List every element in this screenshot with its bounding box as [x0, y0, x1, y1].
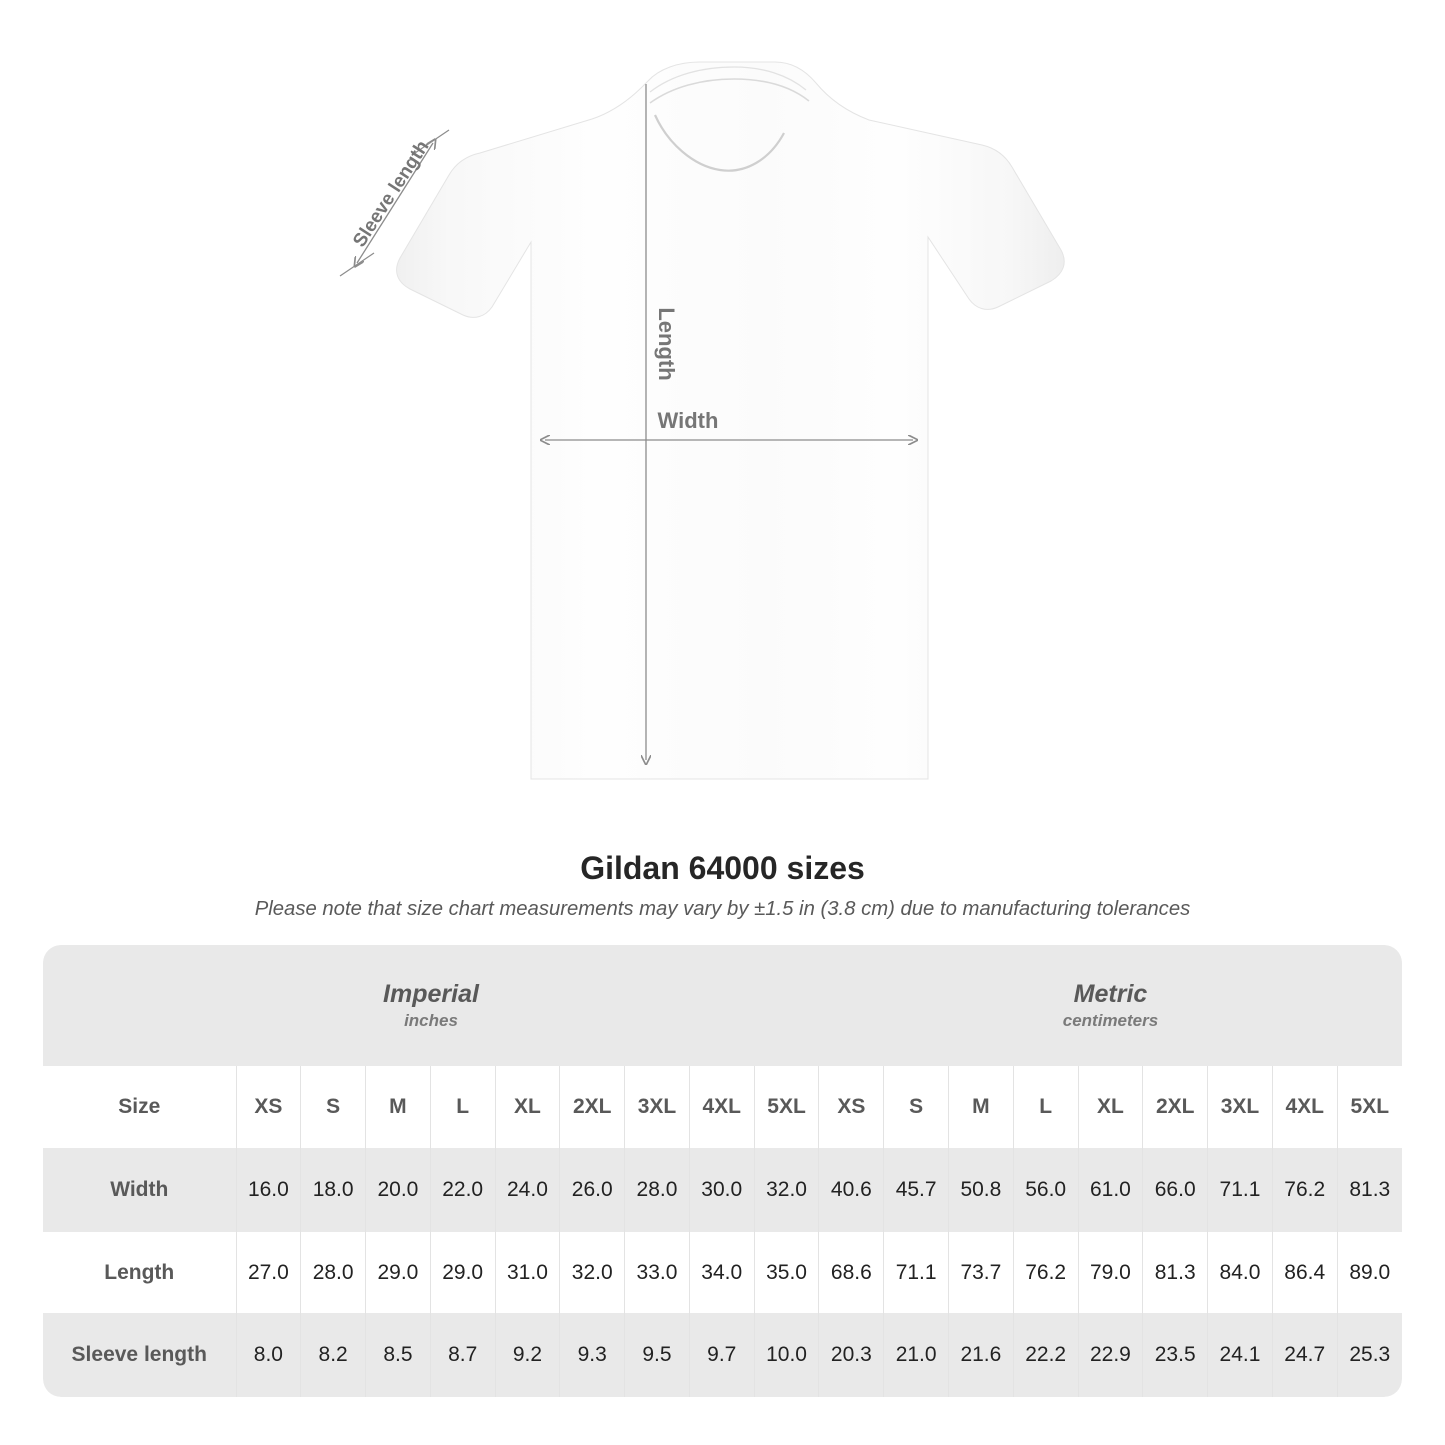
- svg-text:Width: Width: [658, 408, 719, 433]
- svg-text:Sleeve length: Sleeve length: [349, 137, 433, 251]
- svg-text:Length: Length: [654, 307, 679, 380]
